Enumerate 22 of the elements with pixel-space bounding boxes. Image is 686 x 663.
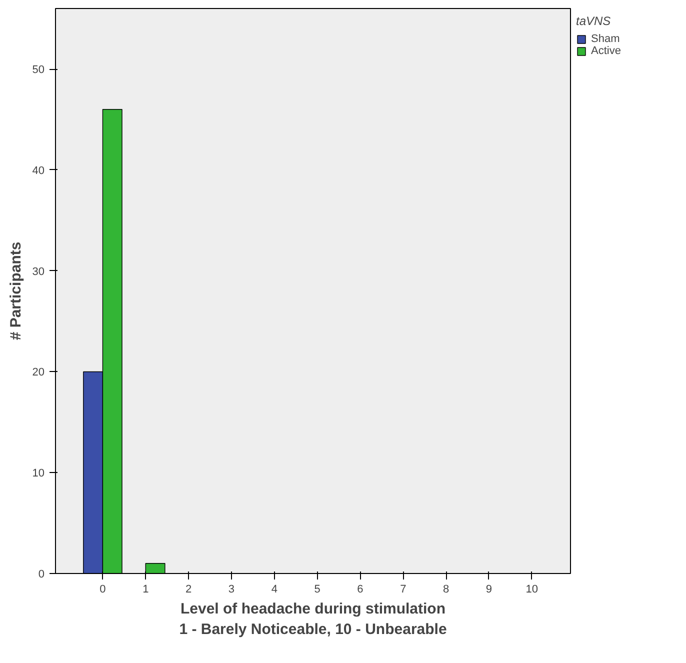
x-tick-label: 5 <box>314 584 320 596</box>
x-tick-label: 7 <box>400 584 406 596</box>
x-tick-label: 10 <box>526 584 538 596</box>
x-tick-label: 4 <box>271 584 278 596</box>
x-tick-label: 6 <box>357 584 364 596</box>
x-tick-label: 8 <box>442 584 450 596</box>
legend-label: Sham <box>591 33 620 45</box>
y-tick-label: 30 <box>32 266 45 278</box>
y-tick-label: 40 <box>32 164 45 177</box>
x-tick-label: 3 <box>228 584 235 596</box>
x-axis-title: Level of headache during stimulation 1 - Barely Noticeable, 10 - Unbearable <box>179 600 447 638</box>
y-tick-label: 20 <box>32 366 45 379</box>
y-tick-label: 10 <box>32 468 45 480</box>
legend-label: Active <box>591 45 621 57</box>
y-tick-label: 50 <box>32 64 45 76</box>
x-tick-label: 9 <box>486 584 492 596</box>
y-tick-label: 0 <box>38 568 45 580</box>
x-tick-label: 1 <box>142 584 149 596</box>
x-tick-label: 0 <box>100 584 106 596</box>
legend-title: taVNS <box>576 14 612 28</box>
x-tick-label: 2 <box>185 584 192 596</box>
y-axis-title: # Participants <box>7 242 24 340</box>
